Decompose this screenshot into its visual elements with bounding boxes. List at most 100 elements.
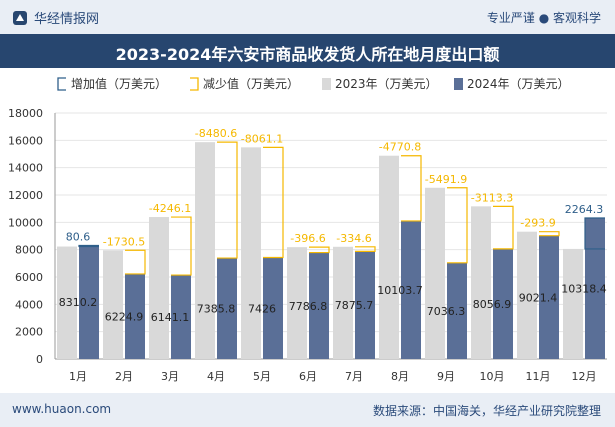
legend: 增加值（万美元） 减少值（万美元） 2023年（万美元） 2024年（万美元） (57, 76, 570, 91)
decrease-bracket (355, 246, 376, 252)
change-label: -8480.6 (195, 127, 237, 140)
decrease-bracket (401, 155, 422, 222)
bar-2023 (149, 217, 169, 359)
bar-2023 (333, 246, 353, 359)
bar-2023 (563, 248, 583, 359)
value-label-2024: 6224.9 (105, 310, 144, 323)
bars (57, 141, 605, 359)
value-label-2024: 6141.1 (151, 311, 190, 324)
bar-2023 (103, 250, 123, 359)
change-label: -293.9 (520, 217, 555, 230)
footer-bar (0, 393, 615, 427)
decrease-bracket (309, 246, 330, 254)
bar-2024 (217, 258, 237, 359)
legend-label: 2024年（万美元） (467, 77, 570, 91)
value-label-2024: 7875.7 (335, 299, 374, 312)
x-tick-label: 1月 (69, 370, 87, 383)
y-tick-label: 6000 (15, 271, 43, 284)
legend-2024-swatch (454, 78, 463, 90)
brand-name: 华经情报网 (34, 12, 100, 27)
footer-source: 数据来源：中国海关，华经产业研究院整理 (372, 404, 601, 418)
bar-2024 (401, 220, 421, 359)
bar-2023 (287, 247, 307, 359)
data-labels: 80.6 8310.2 -1730.5 6224.9 -4246.1 6141.1 -848… (59, 127, 607, 324)
axes: 0 2000 4000 6000 8000 10000 12000 14000 16000 180… (8, 107, 607, 383)
decrease-bracket (447, 187, 468, 264)
value-label-2024: 7426 (248, 302, 276, 315)
y-tick-label: 4000 (15, 298, 43, 311)
change-label: -5491.9 (425, 173, 467, 186)
x-tick-label: 3月 (161, 370, 179, 383)
change-label: -8061.1 (241, 132, 283, 145)
x-tick-label: 9月 (437, 370, 455, 383)
x-tick-label: 5月 (253, 370, 271, 383)
decrease-bracket (125, 249, 146, 275)
change-label: 80.6 (66, 230, 91, 243)
legend-2023-swatch (322, 78, 331, 90)
decrease-bracket (539, 231, 560, 237)
x-tick-label: 6月 (299, 370, 317, 383)
y-tick-label: 16000 (8, 134, 43, 147)
increase-bracket (584, 217, 605, 250)
x-tick-label: 8月 (391, 370, 409, 383)
bar-2023 (425, 187, 445, 359)
value-label-2024: 7786.8 (289, 300, 328, 313)
x-tick-label: 12月 (572, 370, 597, 383)
y-tick-label: 14000 (8, 162, 43, 175)
x-tick-label: 7月 (345, 370, 363, 383)
change-label: -4770.8 (379, 141, 421, 154)
legend-increase-swatch (57, 77, 66, 91)
change-label: -3113.3 (471, 191, 513, 204)
title-bar (0, 34, 615, 68)
chart-title: 2023-2024年六安市商品收发货人所在地月度出口额 (115, 45, 500, 64)
value-label-2024: 8056.9 (473, 298, 512, 311)
legend-label: 增加值（万美元） (71, 76, 167, 91)
bar-2024 (171, 275, 191, 359)
decrease-bracket (171, 216, 192, 276)
y-tick-label: 8000 (15, 244, 43, 257)
bar-2024 (355, 251, 375, 359)
value-label-2024: 8310.2 (59, 296, 98, 309)
y-tick-label: 2000 (15, 326, 43, 339)
x-tick-label: 11月 (526, 370, 551, 383)
x-tick-label: 2月 (115, 370, 133, 383)
bar-2024 (493, 248, 513, 359)
change-label: -396.6 (290, 232, 325, 245)
decrease-bracket (217, 141, 238, 259)
top-bar (0, 0, 615, 34)
value-label-2024: 7036.3 (427, 305, 466, 318)
value-label-2024: 10103.7 (377, 284, 423, 297)
bar-2023 (471, 206, 491, 359)
bar-2023 (517, 231, 537, 359)
change-label: -334.6 (336, 232, 371, 245)
bar-2023 (241, 147, 261, 359)
bar-2024 (79, 245, 99, 359)
legend-decrease-swatch (190, 77, 199, 91)
bar-2024 (263, 257, 283, 359)
bar-2023 (195, 142, 215, 359)
change-label: 2264.3 (565, 203, 604, 216)
decrease-bracket (263, 146, 284, 259)
bar-2024 (585, 217, 605, 359)
bar-2023 (379, 155, 399, 359)
bar-2024 (447, 262, 467, 359)
decrease-bracket (493, 205, 514, 250)
value-label-2024: 9021.4 (519, 291, 558, 304)
x-tick-label: 4月 (207, 370, 225, 383)
bar-2023 (57, 246, 77, 359)
legend-label: 2023年（万美元） (335, 77, 438, 91)
brand-logo-icon (13, 10, 27, 25)
bar-2024 (309, 252, 329, 359)
value-label-2024: 7385.8 (197, 303, 236, 316)
x-tick-label: 10月 (480, 370, 505, 383)
brand: 华经情报网 (12, 8, 99, 27)
y-tick-label: 18000 (8, 107, 43, 120)
legend-label: 减少值（万美元） (203, 76, 299, 91)
value-label-2024: 10318.4 (561, 282, 607, 295)
tagline: 专业严谨 ● 客观科学 (486, 11, 601, 25)
bar-2024 (539, 235, 559, 359)
change-label: -1730.5 (103, 235, 145, 248)
change-label: -4246.1 (149, 202, 191, 215)
bar-2024 (125, 273, 145, 359)
